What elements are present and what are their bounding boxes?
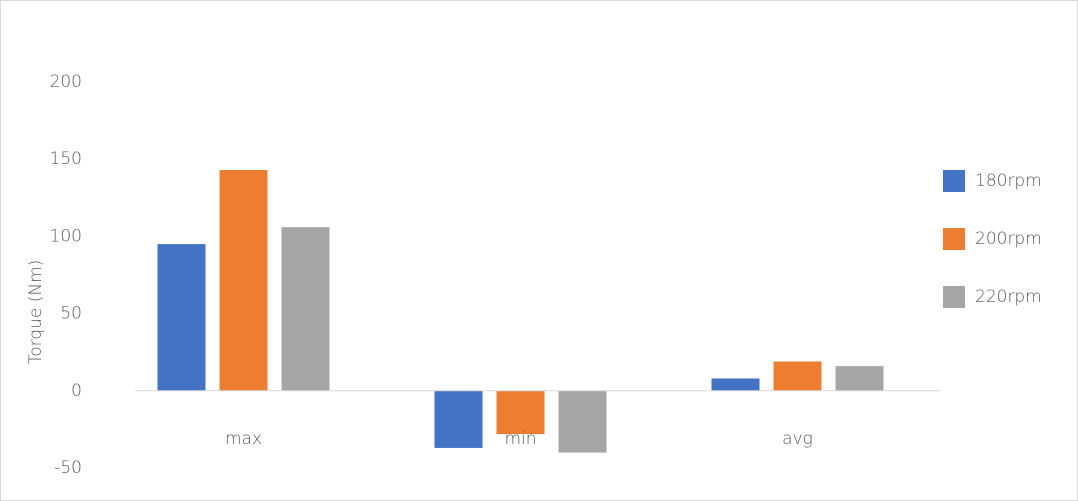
legend-swatch bbox=[943, 228, 965, 250]
bar bbox=[835, 366, 884, 391]
legend-swatch bbox=[943, 170, 965, 192]
legend-label: 180rpm bbox=[975, 171, 1042, 191]
x-tick-label: avg bbox=[782, 429, 813, 449]
bar bbox=[558, 390, 607, 453]
bar bbox=[773, 361, 822, 391]
y-tick-label: 0 bbox=[71, 381, 82, 401]
x-tick-label: max bbox=[225, 429, 262, 449]
bar bbox=[711, 378, 760, 391]
y-axis-title: Torque (Nm) bbox=[26, 260, 46, 365]
y-tick-label: 200 bbox=[50, 72, 82, 92]
bar bbox=[496, 390, 545, 435]
y-tick-label: 50 bbox=[60, 304, 82, 324]
bar bbox=[434, 390, 483, 448]
legend-swatch bbox=[943, 286, 965, 308]
legend-label: 200rpm bbox=[975, 229, 1042, 249]
legend-label: 220rpm bbox=[975, 287, 1042, 307]
bar bbox=[219, 170, 268, 391]
y-tick-label: -50 bbox=[54, 458, 82, 478]
y-tick-label: 150 bbox=[50, 149, 82, 169]
bar bbox=[281, 227, 330, 391]
bar bbox=[157, 244, 206, 391]
y-tick-label: 100 bbox=[50, 226, 82, 246]
x-tick-label: min bbox=[504, 429, 536, 449]
